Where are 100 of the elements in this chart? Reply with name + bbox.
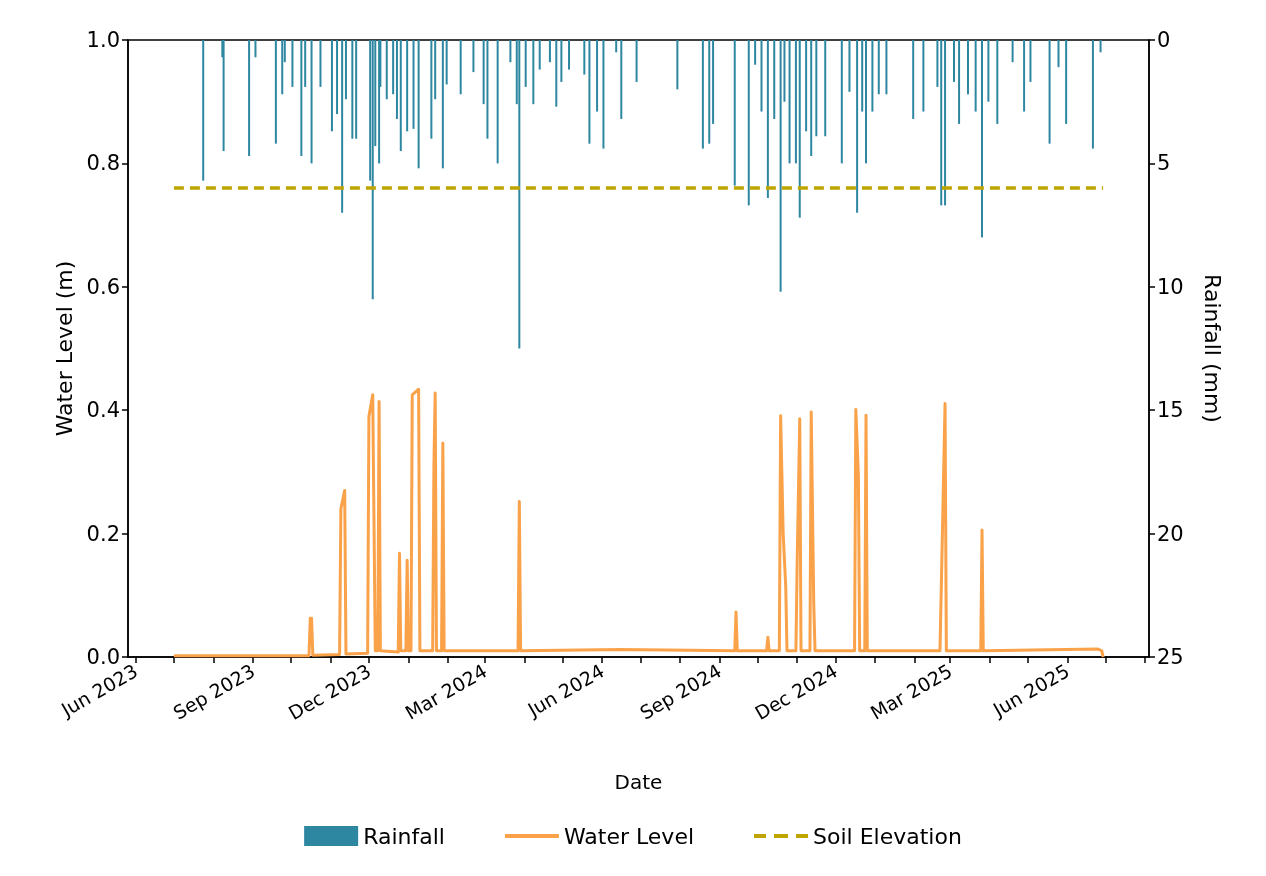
- bar: [330, 40, 333, 132]
- y2-tick-label: 5: [1157, 151, 1171, 176]
- bar: [222, 40, 225, 152]
- bar: [430, 40, 433, 139]
- bar: [518, 40, 521, 349]
- bar: [1048, 40, 1051, 144]
- bar: [1057, 40, 1060, 68]
- bar: [583, 40, 586, 75]
- bar: [712, 40, 715, 124]
- bar: [486, 40, 489, 139]
- bar: [1091, 40, 1094, 149]
- bar: [861, 40, 864, 112]
- bar: [987, 40, 990, 102]
- bar: [848, 40, 851, 92]
- legend-label: Soil Elevation: [813, 823, 962, 849]
- bar: [840, 40, 843, 164]
- bar: [341, 40, 344, 213]
- bar: [871, 40, 874, 112]
- bar: [766, 40, 769, 198]
- bar: [760, 40, 763, 112]
- bar: [912, 40, 915, 119]
- bar: [922, 40, 925, 112]
- line-series: [172, 387, 1105, 659]
- bar: [958, 40, 961, 124]
- bar: [532, 40, 535, 105]
- bar: [371, 40, 374, 300]
- bar: [248, 40, 251, 156]
- bar: [798, 40, 801, 218]
- bar: [281, 40, 284, 95]
- bar: [602, 40, 605, 149]
- bar: [406, 40, 409, 132]
- bar: [936, 40, 939, 87]
- bar: [496, 40, 499, 164]
- bar: [412, 40, 415, 129]
- bar: [385, 40, 388, 100]
- bar: [445, 40, 448, 85]
- bar: [399, 40, 402, 152]
- bar: [254, 40, 257, 58]
- bar: [300, 40, 303, 156]
- bar: [788, 40, 791, 164]
- bar: [417, 40, 420, 169]
- bar: [351, 40, 354, 139]
- bar: [944, 40, 947, 206]
- bar: [538, 40, 541, 70]
- bar: [434, 40, 437, 100]
- bar: [555, 40, 558, 107]
- bar: [560, 40, 563, 82]
- y2-tick-label: 15: [1157, 398, 1184, 423]
- bar: [810, 40, 813, 156]
- bar: [676, 40, 679, 90]
- y-axis-title: Water Level (m): [52, 260, 78, 437]
- bar: [952, 40, 955, 82]
- y2-tick-label: 0: [1157, 28, 1171, 52]
- bar: [310, 40, 313, 164]
- bar: [708, 40, 711, 144]
- y2-tick-label: 10: [1157, 274, 1184, 299]
- bar: [974, 40, 977, 112]
- bar: [967, 40, 969, 95]
- bar: [1029, 40, 1032, 82]
- bar: [981, 40, 984, 238]
- bar: [459, 40, 462, 95]
- bar: [291, 40, 294, 87]
- y2-tick-label: 25: [1157, 645, 1184, 669]
- bar: [877, 40, 880, 95]
- y-tick-label: 0.4: [86, 398, 120, 423]
- bar: [635, 40, 638, 82]
- bar: [794, 40, 797, 164]
- legend-label: Rainfall: [363, 823, 445, 849]
- bar: [202, 40, 205, 181]
- bar: [319, 40, 322, 87]
- bar: [588, 40, 591, 144]
- bar: [747, 40, 750, 206]
- bar: [865, 40, 868, 164]
- bar: [779, 40, 782, 292]
- y-tick-label: 0.0: [86, 645, 120, 669]
- bar: [701, 40, 704, 149]
- bar: [615, 40, 618, 53]
- bar: [620, 40, 623, 119]
- bar: [733, 40, 736, 186]
- bar: [355, 40, 358, 139]
- bar: [509, 40, 512, 63]
- legend-label: Water Level: [563, 823, 695, 849]
- bar: [1099, 40, 1102, 53]
- x-axis-title: Date: [614, 770, 663, 794]
- y-tick-label: 0.2: [86, 521, 120, 546]
- y-tick-label: 1.0: [86, 28, 120, 52]
- bar: [824, 40, 827, 137]
- bar: [773, 40, 776, 119]
- bar: [996, 40, 999, 124]
- bar: [1065, 40, 1068, 124]
- bar: [336, 40, 339, 115]
- bar: [885, 40, 888, 95]
- bar: [815, 40, 818, 137]
- y2-tick-label: 20: [1157, 521, 1184, 546]
- y2-axis-title: Rainfall (mm): [1199, 274, 1225, 423]
- y-tick-label: 0.8: [86, 151, 120, 176]
- bar: [548, 40, 551, 63]
- bar: [472, 40, 475, 73]
- bar: [395, 40, 398, 119]
- bar: [856, 40, 859, 213]
